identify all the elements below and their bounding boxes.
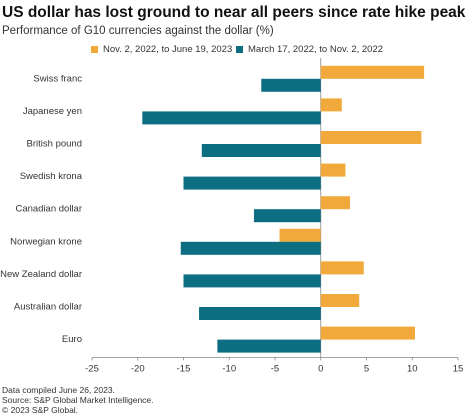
category-label: New Zealand dollar bbox=[0, 269, 82, 280]
x-tick-label: 10 bbox=[407, 363, 418, 374]
footer-copyright: © 2023 S&P Global. bbox=[2, 405, 79, 415]
category-label: Japanese yen bbox=[23, 106, 82, 117]
legend-item-series-1: Nov. 2, 2022, to June 19, 2023 bbox=[91, 44, 232, 55]
bar-series-2 bbox=[142, 111, 321, 125]
bar-series-1 bbox=[320, 261, 364, 275]
bar-series-2 bbox=[253, 209, 321, 223]
category-label: British pound bbox=[27, 139, 82, 150]
bar-series-2 bbox=[201, 144, 321, 157]
chart-title: US dollar has lost ground to near all pe… bbox=[2, 4, 466, 21]
bar-series-1 bbox=[279, 228, 321, 242]
bar-series-2 bbox=[180, 241, 321, 255]
footer-data-note: Data compiled June 26, 2023. bbox=[2, 385, 115, 395]
bar-series-2 bbox=[183, 176, 321, 190]
x-tick-label: -10 bbox=[222, 363, 236, 374]
legend-label-series-2: March 17, 2022, to Nov. 2, 2022 bbox=[248, 44, 384, 55]
category-label: Swiss franc bbox=[33, 73, 82, 84]
legend-label-series-1: Nov. 2, 2022, to June 19, 2023 bbox=[103, 44, 233, 55]
legend-swatch-series-2 bbox=[236, 46, 243, 53]
bar-series-2 bbox=[261, 78, 321, 92]
bar-series-1 bbox=[320, 294, 360, 307]
bar-series-2 bbox=[199, 307, 321, 320]
legend-item-series-2: March 17, 2022, to Nov. 2, 2022 bbox=[236, 44, 383, 55]
category-label: Norwegian krone bbox=[10, 236, 82, 247]
x-tick-label: -25 bbox=[85, 363, 99, 374]
category-label: Canadian dollar bbox=[15, 204, 82, 215]
chart-subtitle: Performance of G10 currencies against th… bbox=[2, 25, 274, 37]
x-tick-label: 15 bbox=[453, 363, 464, 374]
bar-series-2 bbox=[183, 274, 321, 288]
bar-series-1 bbox=[320, 196, 351, 210]
category-label: Euro bbox=[62, 334, 82, 345]
x-tick-label: -20 bbox=[131, 363, 145, 374]
bar-series-1 bbox=[320, 65, 425, 79]
bar-series-1 bbox=[320, 131, 422, 144]
footer-source: Source: S&P Global Market Intelligence. bbox=[2, 395, 154, 405]
bar-series-1 bbox=[320, 326, 415, 340]
category-label: Swedish krona bbox=[20, 171, 83, 182]
bar-series-1 bbox=[320, 98, 342, 112]
bar-series-2 bbox=[217, 339, 321, 353]
bar-series-1 bbox=[320, 163, 346, 177]
category-label: Australian dollar bbox=[14, 302, 82, 313]
x-tick-label: 5 bbox=[364, 363, 369, 374]
x-tick-label: -15 bbox=[177, 363, 191, 374]
legend-swatch-series-1 bbox=[91, 46, 98, 53]
x-tick-label: -5 bbox=[271, 363, 279, 374]
x-tick-label: 0 bbox=[318, 363, 323, 374]
